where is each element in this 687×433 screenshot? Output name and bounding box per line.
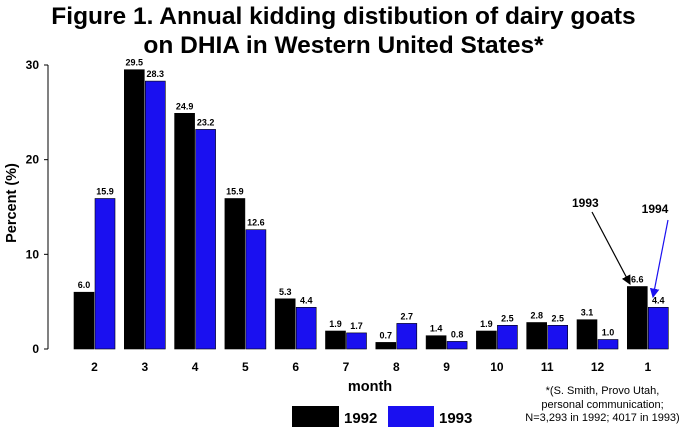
x-tick-label-8: 8 [393, 360, 400, 374]
y-axis-title: Percent (%) [4, 163, 20, 243]
bar-label-1993-month-11: 2.5 [551, 313, 564, 323]
x-axis-tick-labels: 2 3 4 5 6 7 8 9 10 11 12 1 [91, 360, 651, 374]
bar-1993-month-11 [547, 324, 569, 350]
bar-label-1993-month-8: 2.7 [401, 311, 414, 321]
x-tick-label-4: 4 [192, 360, 199, 374]
bar-label-1993-month-5: 12.6 [247, 218, 265, 228]
bar-label-1993-month-6: 4.4 [300, 295, 313, 305]
bar-1993-month-1 [647, 306, 669, 350]
legend-label-1992: 1992 [344, 410, 377, 427]
bar-1992-month-2 [73, 291, 95, 350]
bar-label-1993-month-4: 23.2 [197, 117, 215, 127]
bar-1992-month-5 [224, 198, 246, 350]
legend-swatch-1992 [292, 406, 339, 427]
x-tick-label-12: 12 [591, 360, 605, 374]
bar-label-1993-month-12: 1.0 [602, 328, 615, 338]
footnote-line3: N=3,293 in 1992; 4017 in 1993) [525, 412, 680, 424]
annotation-1993-label: 1993 [572, 196, 599, 210]
bar-1993-month-10 [497, 324, 518, 350]
x-tick-label-11: 11 [541, 360, 554, 374]
bar-1993-month-12 [597, 339, 619, 350]
bar-label-1992-month-5: 15.9 [226, 187, 244, 197]
x-axis-title: month [348, 379, 392, 395]
x-tick-label-1: 1 [644, 360, 651, 374]
bar-1993-month-6 [295, 306, 317, 350]
x-tick-label-9: 9 [443, 360, 450, 374]
y-tick-label: 20 [26, 153, 40, 167]
footnote-line2: personal communication; [541, 398, 664, 411]
chart-title: Figure 1. Annual kidding distibution of … [0, 2, 687, 60]
bar-label-1992-month-7: 1.9 [329, 319, 342, 329]
bar-label-1992-month-6: 5.3 [279, 287, 292, 297]
annotation-1993-arrow [591, 211, 631, 286]
bar-1992-month-1 [626, 286, 648, 350]
bar-label-1993-month-1: 4.4 [652, 295, 665, 305]
x-tick-label-10: 10 [490, 360, 504, 374]
bar-1992-month-9 [425, 335, 447, 350]
bar-1992-month-10 [476, 330, 497, 350]
bar-label-1993-month-9: 0.8 [451, 329, 464, 339]
x-tick-label-6: 6 [292, 360, 299, 374]
bar-1993-month-7 [346, 332, 367, 350]
chart-title-line2: on DHIA in Western United States* [143, 32, 544, 59]
bar-label-1992-month-4: 24.9 [176, 101, 194, 111]
bars [73, 69, 669, 350]
bar-1993-month-4 [195, 129, 216, 350]
bar-1992-month-3 [124, 69, 145, 350]
bar-value-labels: 6.0 15.9 29.528.3 24.923.2 15.9 12.6 5.3 4.4 1.9… [78, 58, 665, 341]
y-tick-label: 30 [26, 58, 40, 72]
y-axis: 0 10 20 30 [26, 58, 49, 356]
y-tick-label: 0 [32, 342, 39, 356]
bar-label-1992-month-8: 0.7 [380, 330, 393, 340]
annotation-1994-arrow [649, 219, 669, 299]
bar-label-1992-month-11: 2.8 [530, 311, 543, 321]
bar-label-1992-month-1: 6.6 [631, 275, 644, 285]
bar-label-1992-month-2: 6.0 [78, 280, 91, 290]
bar-1993-month-9 [446, 341, 468, 350]
footnote: *(S. Smith, Provo Utah, personal communi… [520, 385, 685, 426]
footnote-line1: *(S. Smith, Provo Utah, [545, 385, 660, 397]
bar-1992-month-4 [174, 113, 195, 350]
bar-1993-month-5 [245, 229, 267, 350]
legend: 1992 1993 [292, 406, 472, 427]
bar-1992-month-6 [274, 298, 296, 350]
bar-label-1992-month-3: 29.5 [126, 58, 144, 68]
x-tick-label-3: 3 [141, 360, 148, 374]
bar-1992-month-8 [375, 342, 397, 350]
bar-label-1993-month-3: 28.3 [147, 69, 165, 79]
annotations: 1993 1994 [572, 196, 669, 299]
chart-title-line1: Figure 1. Annual kidding distibution of … [51, 3, 636, 30]
y-tick-label: 10 [26, 247, 40, 261]
bar-label-1993-month-7: 1.7 [350, 321, 363, 331]
legend-swatch-1993 [388, 406, 434, 427]
bar-1992-month-7 [325, 330, 346, 350]
bar-1993-month-8 [396, 323, 418, 350]
bar-label-1993-month-10: 2.5 [501, 313, 514, 323]
bar-label-1992-month-9: 1.4 [430, 324, 443, 334]
x-tick-label-7: 7 [343, 360, 350, 374]
x-tick-label-2: 2 [91, 360, 98, 374]
x-tick-label-5: 5 [242, 360, 249, 374]
bar-1993-month-3 [145, 80, 166, 350]
bar-1993-month-2 [94, 198, 116, 350]
bar-label-1992-month-12: 3.1 [581, 308, 594, 318]
legend-label-1993: 1993 [439, 410, 472, 427]
bar-label-1993-month-2: 15.9 [96, 187, 114, 197]
bar-1992-month-11 [526, 322, 548, 350]
bar-1992-month-12 [576, 319, 598, 350]
bar-label-1992-month-10: 1.9 [480, 319, 493, 329]
annotation-1994-label: 1994 [642, 202, 669, 216]
